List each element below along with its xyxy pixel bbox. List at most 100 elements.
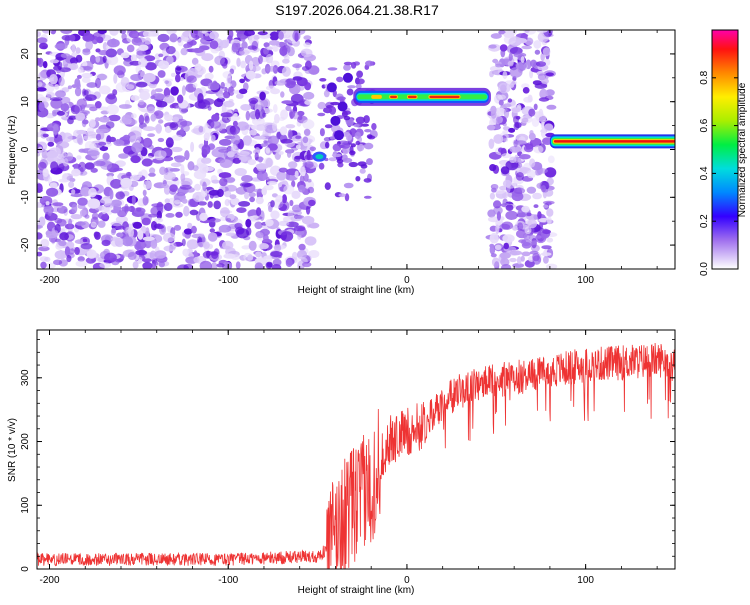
spectrogram-cell (60, 103, 70, 112)
spectrogram-cell (179, 184, 192, 190)
spectrogram-cell (78, 161, 87, 172)
spectrogram-cell (75, 221, 86, 226)
spectrogram-cell (355, 176, 361, 182)
spectrogram-cell (356, 78, 365, 85)
spectrogram-cell (306, 149, 311, 161)
spectrogram-cell (42, 61, 48, 69)
spectrogram-cell (530, 137, 542, 148)
spectrogram-cell (142, 180, 153, 189)
spectrogram-cell (136, 50, 146, 56)
spectrogram-cell (513, 52, 527, 58)
spectrogram-cell (145, 62, 157, 71)
spectrogram-cell (126, 84, 135, 90)
spectrogram-cell (494, 189, 506, 194)
spectrogram-cell (71, 52, 78, 57)
spectrogram-cell (106, 104, 119, 115)
spectrogram-cell (348, 161, 358, 168)
spectrogram-cell (324, 182, 331, 191)
spectrogram-cell (508, 127, 516, 133)
spectrogram-cell (38, 246, 50, 252)
spectrogram-cell (336, 96, 346, 101)
spectrogram-cell (38, 102, 45, 112)
spectrogram-cell (153, 110, 164, 119)
spectrogram-cell (279, 126, 288, 136)
spectrogram-cell (542, 204, 549, 208)
spectrogram-cell (49, 182, 58, 190)
spectrogram-cell (249, 129, 258, 136)
tone-band-red (553, 140, 675, 143)
spectrogram-cell (261, 187, 268, 196)
spectrogram-cell (538, 97, 550, 102)
spectrogram-cell (225, 218, 232, 222)
spectrogram-cell (309, 146, 316, 152)
spectrogram-cell (239, 78, 246, 84)
spectrogram-cell (521, 205, 530, 213)
spectrogram-cell (159, 166, 167, 175)
spectrogram-cell (91, 212, 99, 220)
spectrogram-cell (280, 231, 294, 242)
spectrogram-cell (304, 82, 312, 91)
spectrogram-cell (120, 52, 130, 59)
spectrogram-cell (218, 93, 224, 99)
spectrogram-cell (98, 116, 110, 123)
spectrogram-cell (242, 135, 252, 146)
spectrogram-cell (511, 191, 524, 202)
spectrogram-cell (144, 115, 150, 124)
spectrogram-cell (186, 75, 197, 83)
spectrogram-cell (193, 125, 206, 136)
spectrogram-cell (59, 67, 71, 73)
spectrogram-cell (207, 82, 220, 91)
spectrogram-cell (177, 38, 184, 47)
spectrogram-cell (218, 224, 232, 233)
spectrogram-cell (209, 31, 219, 40)
spectrogram-cell (142, 261, 153, 269)
spectrogram-cell (336, 76, 344, 83)
spectrogram-cell (76, 82, 81, 90)
spectrogram-cell (255, 124, 267, 131)
spectrogram-cell (249, 196, 256, 203)
spectrogram-cell (169, 33, 178, 43)
spectrogram-ylabel: Frequency (Hz) (7, 116, 18, 185)
spectrogram-cell (291, 204, 302, 213)
spectrogram-cell (317, 112, 326, 117)
spectrogram-cell (101, 239, 111, 247)
spectrogram-cell (44, 256, 51, 262)
spectrogram-cell (245, 218, 252, 228)
spectrogram-cell (176, 67, 182, 71)
colorbar-label: Normalized spectral amplitude (737, 82, 748, 217)
snr-panel: -200 -100 0 100 0 100 200 300 Height of straigh… (7, 329, 676, 596)
spectrogram-cell (69, 57, 79, 65)
spectrogram-cell (346, 88, 354, 96)
spectrogram-cell (156, 225, 165, 230)
spectrogram-cell (354, 131, 361, 139)
spectrogram-cell (507, 30, 515, 37)
spectrogram-cell (295, 144, 301, 149)
spectrogram-cell (121, 33, 127, 41)
spectrogram-cell (54, 43, 68, 50)
spectrogram-cell (537, 211, 542, 219)
spectrogram-cell (523, 30, 537, 35)
spectrogram-cell (307, 178, 312, 183)
spectrogram-cell (177, 94, 184, 104)
x-tick-label: -200 (40, 275, 60, 286)
spectrogram-cell (227, 86, 235, 96)
spectrogram-cell (106, 54, 119, 66)
spectrogram-cell (236, 57, 241, 67)
spectrogram-cell (199, 260, 212, 269)
spectrogram-cell (130, 54, 137, 63)
spectrogram-cell (253, 34, 260, 40)
spectrogram-cell (208, 65, 214, 73)
colorbar-tick-label: 0.8 (699, 70, 710, 84)
spectrogram-cell (325, 141, 330, 149)
spectrogram-cell (84, 162, 95, 170)
spectrogram-cell (294, 32, 299, 42)
spectrogram-cell (68, 181, 75, 189)
spectrogram-cell (532, 252, 540, 262)
spectrogram-cell (170, 86, 179, 96)
spectrogram-cell (520, 115, 533, 124)
spectrogram-cell (230, 126, 237, 136)
spectrogram-cell (37, 232, 43, 240)
spectrogram-cell (201, 157, 212, 164)
spectrogram-cell (182, 248, 190, 257)
